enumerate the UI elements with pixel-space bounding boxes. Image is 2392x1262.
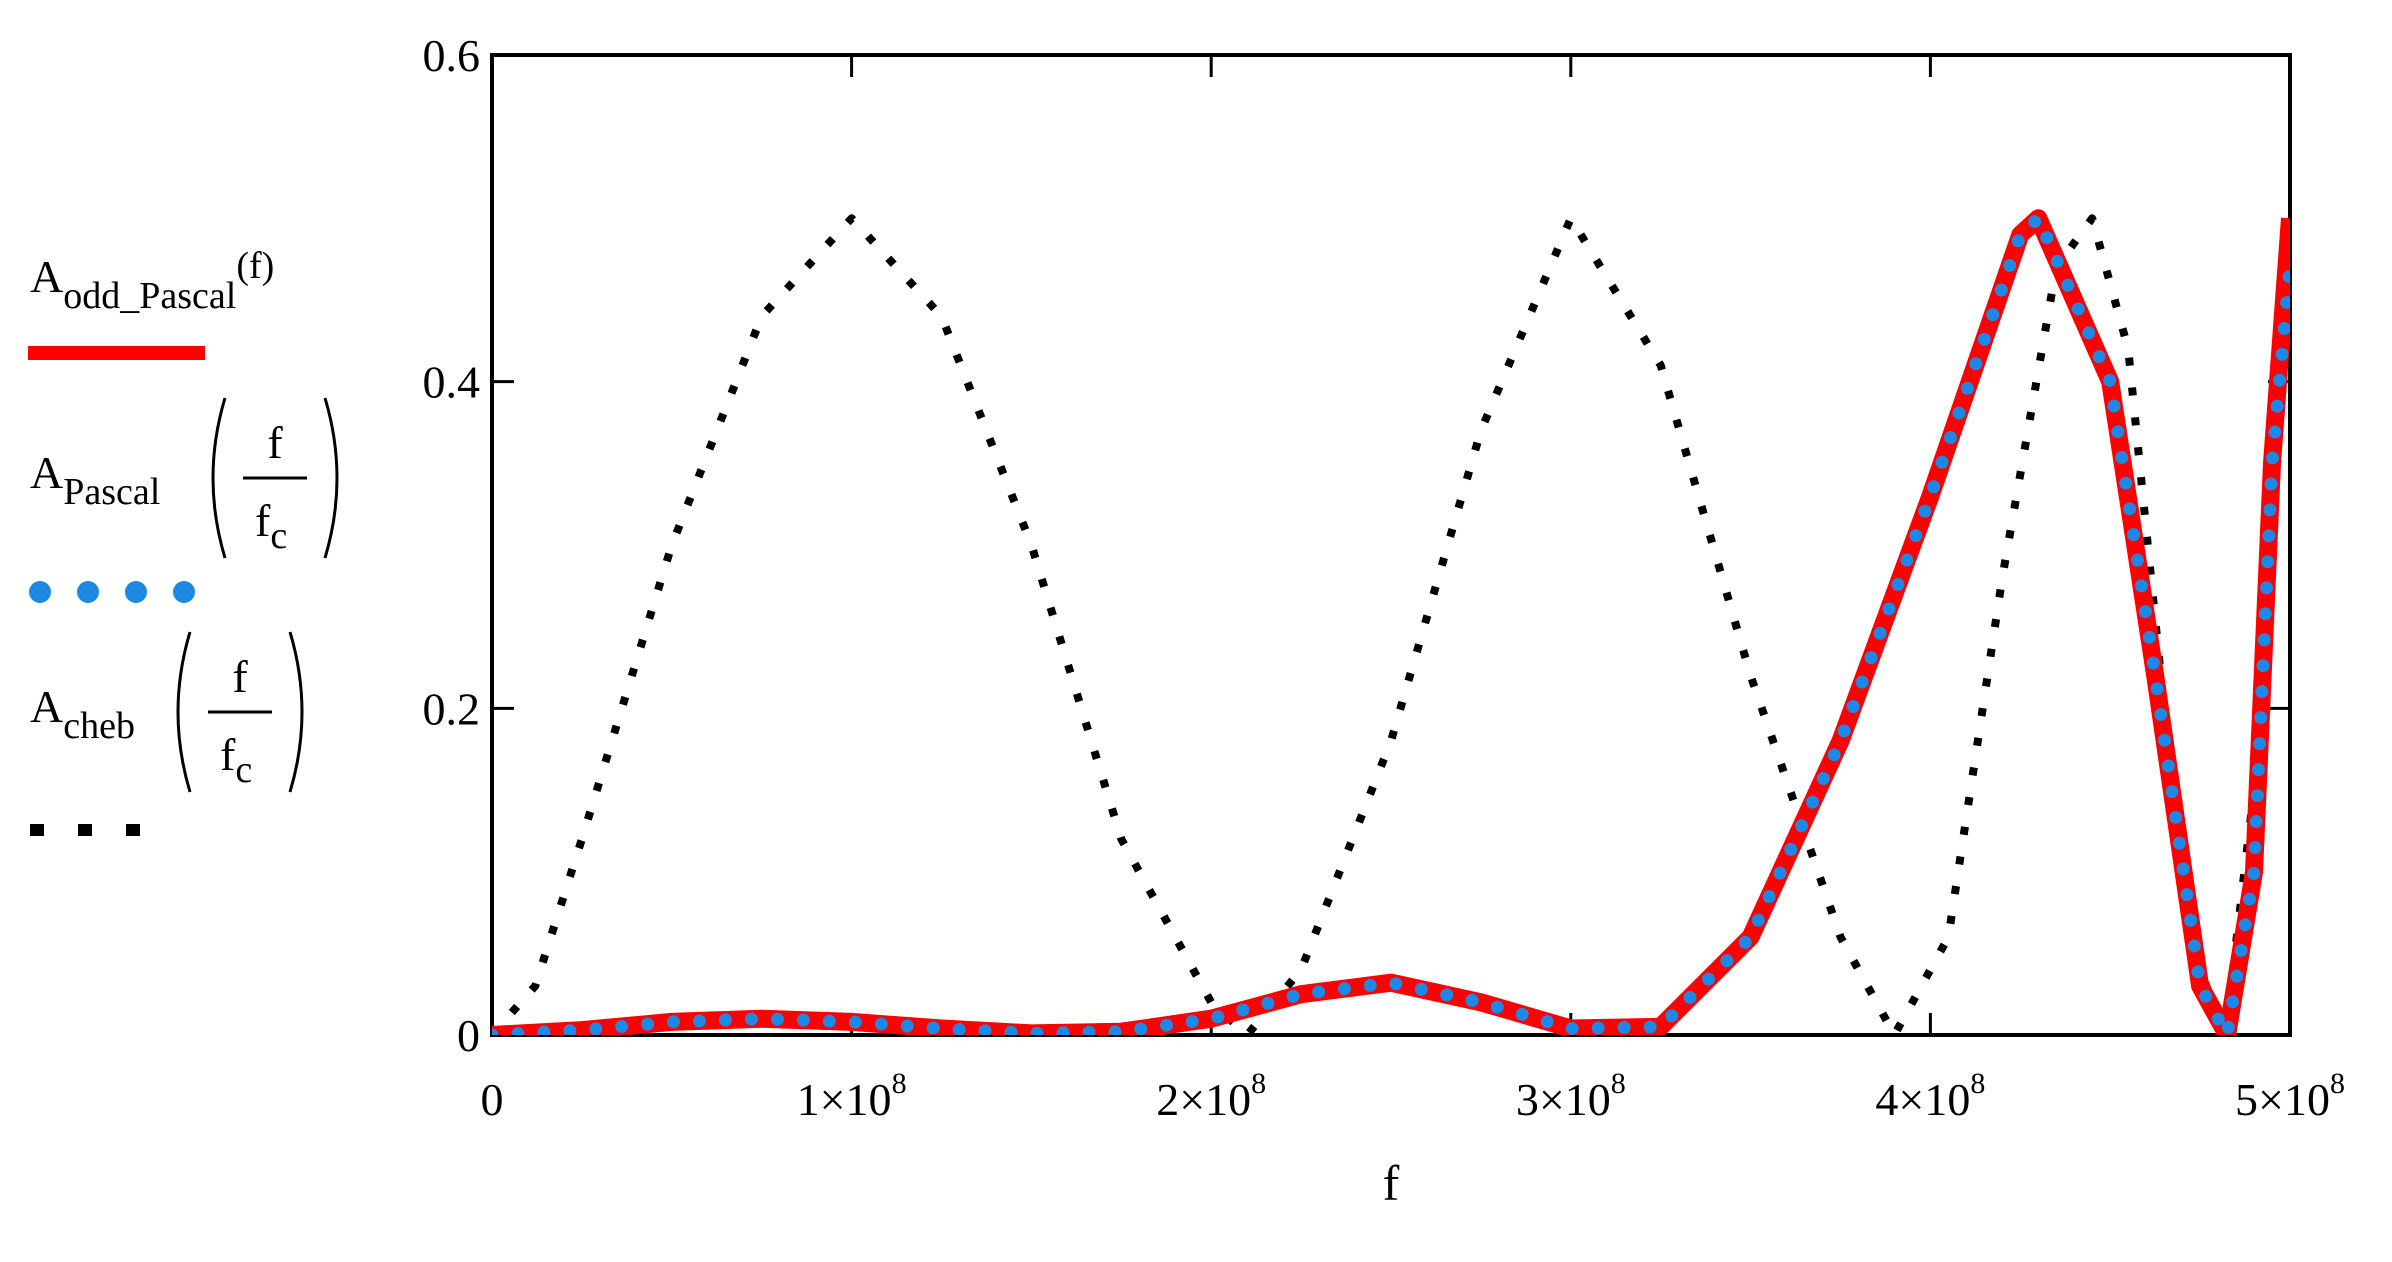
legend-frac-den: fc [255,495,287,557]
y-tick-label: 0.6 [423,30,481,81]
legend-paren-right [288,631,304,793]
x-tick-label: 0 [481,1074,504,1125]
x-tick-label: 5×108 [2235,1067,2345,1125]
x-tick-label: 4×108 [1875,1067,1985,1125]
y-tick-label: 0.2 [423,683,481,734]
legend-entry-0: Aodd_Pascal(f) [28,245,274,360]
legend-label: APascal [30,447,160,513]
legend-frac-den: fc [220,729,252,791]
legend-paren-right [323,397,339,559]
legend-label: Acheb [30,681,135,747]
x-tick-label: 1×108 [797,1067,907,1125]
legend-label: Aodd_Pascal(f) [30,245,274,317]
x-tick-exponent: 8 [1970,1067,1985,1100]
x-tick-label: 3×108 [1516,1067,1626,1125]
legend-paren-left [176,631,192,793]
legend-entry-2: Acheb f fc [30,631,304,836]
series-layer [492,209,2290,1035]
x-tick-label: 2×108 [1156,1067,1266,1125]
legend-frac-num: f [267,417,283,468]
axis-ticks: 0 1×108 2×108 3×108 4×108 5×108 0 0.2 0.4 0.6 [423,30,2345,1125]
legend-entry-1: APascal f fc [29,397,339,603]
legend: Aodd_Pascal(f) APascal f fc Acheb f fc [28,245,339,836]
plot-frame [490,53,2292,1037]
x-tick-exponent: 8 [1251,1067,1266,1100]
x-tick-exponent: 8 [1611,1067,1626,1100]
series-line-2 [492,214,2290,1035]
series-line-1 [492,211,2290,1035]
legend-frac-num: f [232,651,248,702]
x-tick-exponent: 8 [892,1067,907,1100]
y-tick-label: 0 [457,1010,480,1061]
series-line-0 [492,209,2290,1035]
legend-paren-left [211,397,227,559]
y-tick-label: 0.4 [423,357,481,408]
x-tick-exponent: 8 [2330,1067,2345,1100]
x-axis-label: f [1383,1155,1400,1211]
